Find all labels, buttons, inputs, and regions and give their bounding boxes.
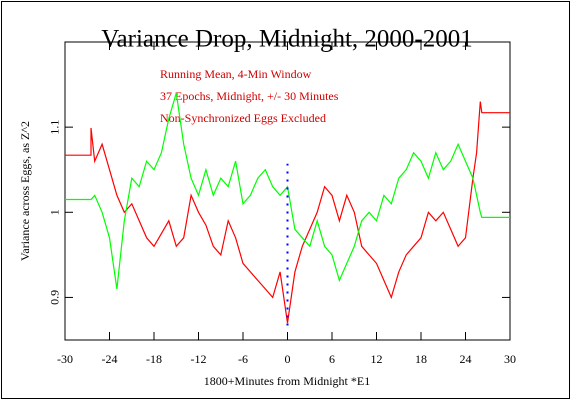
y-tick-label: 1: [48, 209, 62, 215]
x-tick-label: -12: [191, 352, 207, 366]
annotation: 37 Epochs, Midnight, +/- 30 Minutes: [160, 89, 339, 103]
series-line: [65, 92, 510, 289]
x-tick-label: -24: [102, 352, 118, 366]
plot-frame: [64, 41, 511, 341]
y-tick-label: 1.1: [48, 120, 62, 135]
x-tick-label: 24: [460, 352, 472, 366]
x-tick-label: 18: [415, 352, 427, 366]
x-tick-label: -30: [57, 352, 73, 366]
annotation: Non-Synchronized Eggs Excluded: [160, 111, 326, 125]
y-tick-label: 0.9: [48, 290, 62, 305]
x-axis-label: 1800+Minutes from Midnight *E1: [204, 374, 370, 388]
series-line: [65, 101, 510, 324]
x-tick-label: 0: [285, 352, 291, 366]
x-tick-label: 6: [329, 352, 335, 366]
y-axis-label: Variance across Eggs, as Z^2: [18, 121, 32, 261]
annotation: Running Mean, 4-Min Window: [160, 67, 312, 81]
x-tick-label: -6: [238, 352, 248, 366]
x-tick-label: -18: [146, 352, 162, 366]
x-tick-label: 30: [504, 352, 516, 366]
x-tick-label: 12: [371, 352, 383, 366]
